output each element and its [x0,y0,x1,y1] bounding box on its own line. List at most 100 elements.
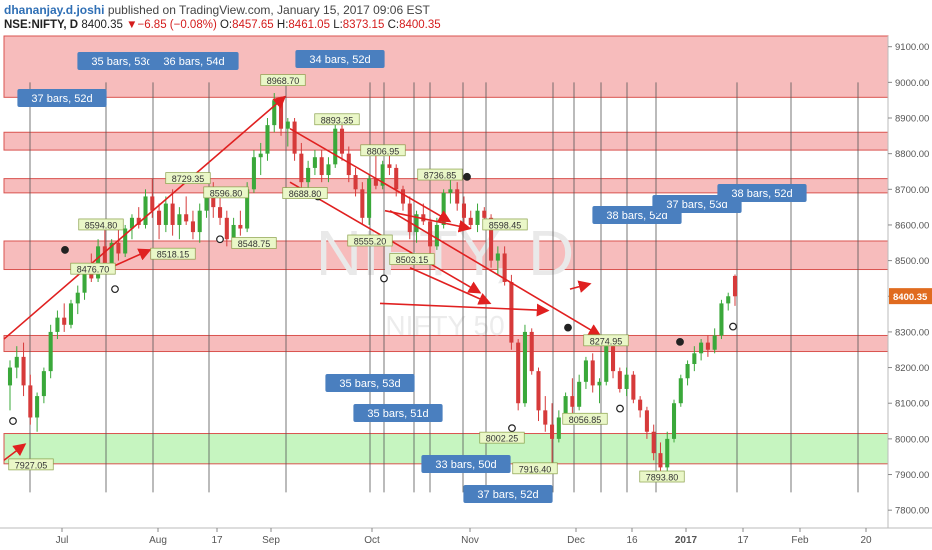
candle-body[interactable] [190,221,195,233]
candle-body[interactable] [177,214,182,225]
candle-body[interactable] [400,189,406,204]
candle-body[interactable] [441,192,446,225]
author-link[interactable]: dhananjay.d.joshi [4,3,105,17]
candle-body[interactable] [475,210,480,225]
candle-body[interactable] [678,378,683,404]
candle-body[interactable] [204,192,209,211]
candle-body[interactable] [509,282,514,343]
candle-body[interactable] [292,121,297,154]
candle-body[interactable] [380,164,385,186]
candle-body[interactable] [529,331,534,372]
candle-body[interactable] [407,203,412,233]
candle-body[interactable] [495,253,500,261]
candle-body[interactable] [218,207,223,218]
candle-body[interactable] [339,128,345,154]
candle-body[interactable] [251,157,256,190]
candle-body[interactable] [434,224,439,247]
candle-body[interactable] [75,292,80,304]
candle-body[interactable] [116,242,121,254]
candle-body[interactable] [48,331,53,372]
candle-body[interactable] [150,196,155,211]
candle-body[interactable] [136,217,141,225]
candle-body[interactable] [638,399,643,411]
candle-body[interactable] [624,374,629,389]
candle-body[interactable] [326,164,331,176]
candle-body[interactable] [577,381,582,407]
candle-body[interactable] [333,128,338,165]
candle-body[interactable] [536,371,541,411]
candle-body[interactable] [394,167,399,190]
candle-body[interactable] [699,342,704,354]
candle-body[interactable] [604,346,609,382]
candle-body[interactable] [489,217,494,261]
candle-body[interactable] [712,335,717,350]
candle-body[interactable] [55,317,60,332]
candle-body[interactable] [299,153,304,183]
candle-body[interactable] [692,353,697,364]
candle-body[interactable] [414,214,419,233]
candle-body[interactable] [550,424,555,439]
candle-body[interactable] [617,371,622,389]
candle-body[interactable] [102,246,107,265]
candle-body[interactable] [184,214,189,222]
candle-body[interactable] [265,125,270,154]
candle-body[interactable] [346,153,351,176]
candle-body[interactable] [14,356,19,368]
candle-body[interactable] [482,210,487,218]
candle-body[interactable] [231,224,236,240]
candle-body[interactable] [312,157,317,168]
candle-body[interactable] [461,203,467,218]
candle-body[interactable] [570,396,575,407]
candle-body[interactable] [41,371,46,397]
candle-body[interactable] [353,175,358,190]
candle-body[interactable] [211,192,216,208]
candle-body[interactable] [89,271,94,279]
candle-body[interactable] [597,381,602,386]
candle-body[interactable] [62,317,67,325]
candle-body[interactable] [285,121,290,129]
candle-body[interactable] [665,438,670,468]
candle-body[interactable] [543,410,548,425]
candle-body[interactable] [157,210,162,225]
candle-body[interactable] [68,303,74,325]
candle-body[interactable] [367,178,372,218]
candle-body[interactable] [28,385,33,418]
candle-body[interactable] [306,167,311,183]
candle-body[interactable] [502,253,507,282]
candle-body[interactable] [556,417,561,439]
candle-body[interactable] [278,100,284,129]
candle-body[interactable] [129,217,134,229]
candle-body[interactable] [123,228,128,254]
candle-body[interactable] [651,431,656,454]
candle-body[interactable] [563,396,568,418]
candle-body[interactable] [448,189,453,193]
candle-body[interactable] [319,157,324,176]
candle-body[interactable] [35,396,40,418]
candle-body[interactable] [170,203,175,225]
candle-body[interactable] [96,246,101,279]
candle-body[interactable] [455,189,460,204]
candle-body[interactable] [245,189,250,229]
candle-body[interactable] [468,217,473,225]
candle-body[interactable] [21,356,26,386]
candle-body[interactable] [726,296,731,304]
candle-body[interactable] [631,374,636,400]
candle-body[interactable] [732,275,738,297]
candle-body[interactable] [719,303,724,336]
candle-body[interactable] [611,346,616,372]
candle-body[interactable] [7,367,13,386]
candle-body[interactable] [163,203,168,225]
candle-body[interactable] [272,100,277,126]
candle-body[interactable] [373,178,378,186]
candle-body[interactable] [238,224,243,229]
candle-body[interactable] [583,360,588,382]
candle-body[interactable] [658,453,663,468]
candle-body[interactable] [197,210,202,233]
candle-body[interactable] [258,153,263,158]
candle-body[interactable] [224,217,229,240]
candle-body[interactable] [590,360,595,386]
candle-body[interactable] [109,242,114,265]
candle-body[interactable] [705,342,710,350]
candle-body[interactable] [387,164,392,168]
